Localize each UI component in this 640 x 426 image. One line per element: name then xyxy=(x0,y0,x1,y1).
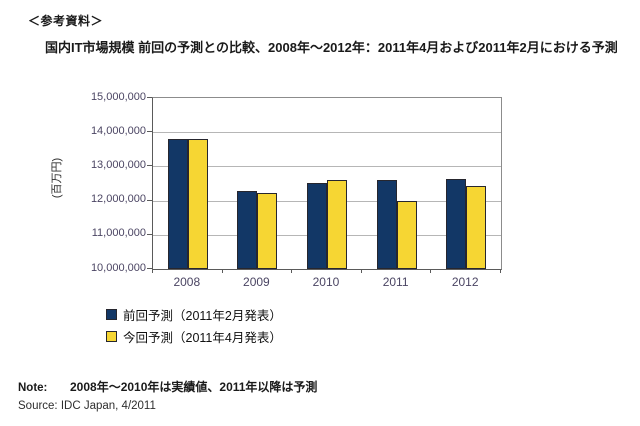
bar-current-forecast-2008 xyxy=(187,139,208,269)
x-axis-tick-label: 2009 xyxy=(243,275,270,289)
x-axis-tick xyxy=(152,269,153,273)
bar-previous-forecast-2008 xyxy=(167,139,188,269)
legend-label: 今回予測（2011年4月発表） xyxy=(123,330,282,345)
y-axis-tick-label: 14,000,000 xyxy=(90,124,146,137)
chart-legend: 前回予測（2011年2月発表） 今回予測（2011年4月発表） xyxy=(106,303,282,347)
note-label: Note: xyxy=(18,382,48,394)
legend-label: 前回予測（2011年2月発表） xyxy=(123,308,282,323)
plot-area xyxy=(152,97,502,270)
x-axis-tick xyxy=(361,269,362,273)
x-axis-tick xyxy=(430,269,431,273)
y-axis-tick xyxy=(147,268,152,269)
current-forecast-swatch xyxy=(106,330,117,342)
y-axis-tick-label: 15,000,000 xyxy=(90,90,146,103)
x-axis-tick-label: 2012 xyxy=(451,275,479,289)
x-axis-tick xyxy=(500,269,501,273)
y-axis-tick xyxy=(147,233,152,235)
y-axis-tick xyxy=(147,97,152,98)
y-axis-tick-label: 10,000,000 xyxy=(90,261,146,274)
bar-current-forecast-2009 xyxy=(257,193,278,269)
y-axis-tick-label: 11,000,000 xyxy=(91,227,146,240)
x-axis-tick xyxy=(222,269,223,273)
bar-previous-forecast-2010 xyxy=(307,182,327,269)
bar-previous-forecast-2011 xyxy=(376,179,397,269)
y-axis-tick-label: 13,000,000 xyxy=(90,158,146,171)
x-axis-tick-label: 2010 xyxy=(312,275,340,289)
gridline xyxy=(153,166,501,168)
note-row: Note: 2008年～2010年は実績値、2011年以降は予測 xyxy=(18,378,317,395)
y-axis-tick-label: 12,000,000 xyxy=(90,193,146,206)
y-axis-tick xyxy=(147,199,152,201)
y-axis-tick xyxy=(147,165,152,167)
page-title: ＜参考資料＞ xyxy=(28,14,104,28)
previous-forecast-swatch xyxy=(106,308,117,320)
x-axis-tick-label: 2011 xyxy=(382,275,409,289)
bar-current-forecast-2011 xyxy=(396,200,417,269)
bar-previous-forecast-2012 xyxy=(446,178,467,269)
chart-title: 国内IT市場規模 前回の予測との比較、2008年～2012年：2011年4月およ… xyxy=(45,40,618,55)
y-axis-tick xyxy=(147,131,152,133)
source-text: Source: IDC Japan, 4/2011 xyxy=(18,400,156,412)
bar-current-forecast-2012 xyxy=(466,185,487,269)
bar-previous-forecast-2009 xyxy=(237,191,258,269)
legend-item: 前回予測（2011年2月発表） xyxy=(106,303,282,325)
x-axis-tick-label: 2008 xyxy=(173,275,201,289)
x-axis-tick xyxy=(291,269,292,273)
note-text: 2008年～2010年は実績値、2011年以降は予測 xyxy=(70,380,318,394)
bar-current-forecast-2010 xyxy=(327,180,347,269)
legend-item: 今回予測（2011年4月発表） xyxy=(106,325,282,347)
gridline xyxy=(153,132,501,134)
